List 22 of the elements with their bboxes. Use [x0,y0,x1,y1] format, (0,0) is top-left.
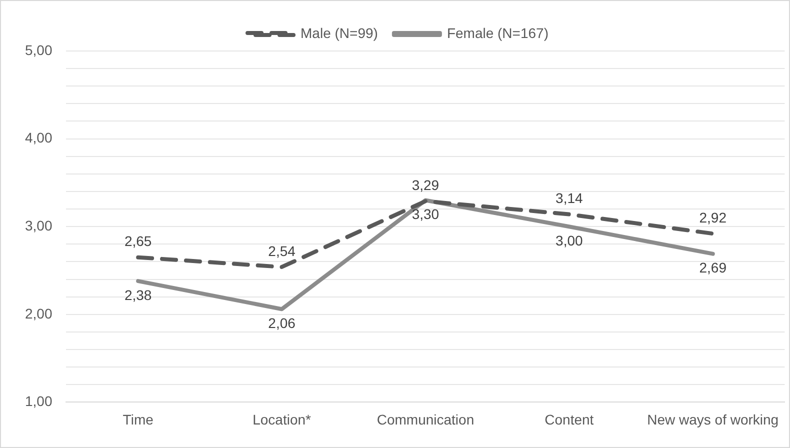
y-tick-label: 4,00 [25,130,52,146]
legend-label: Female (N=167) [446,24,548,41]
data-label: 2,92 [699,209,727,226]
y-tick-label: 5,00 [25,42,52,58]
x-tick-label: Content [544,411,594,428]
data-label: 2,54 [268,242,296,259]
y-tick-label: 3,00 [25,217,52,234]
data-label: 3,14 [556,190,583,206]
x-tick-label: Time [122,411,154,428]
x-tick-label: New ways of working [647,411,779,428]
x-tick-label: Location* [252,411,312,428]
data-label: 3,29 [412,176,440,193]
data-label: 2,38 [124,286,152,303]
data-label: 2,06 [268,314,296,331]
legend-label: Male (N=99) [300,24,378,41]
data-label: 2,69 [699,260,727,276]
x-tick-label: Communication [376,411,474,428]
data-label: 3,30 [412,206,440,222]
data-label: 2,65 [124,233,152,250]
y-tick-label: 1,00 [25,393,52,410]
data-label: 3,00 [556,232,583,248]
y-tick-label: 2,00 [25,305,52,322]
